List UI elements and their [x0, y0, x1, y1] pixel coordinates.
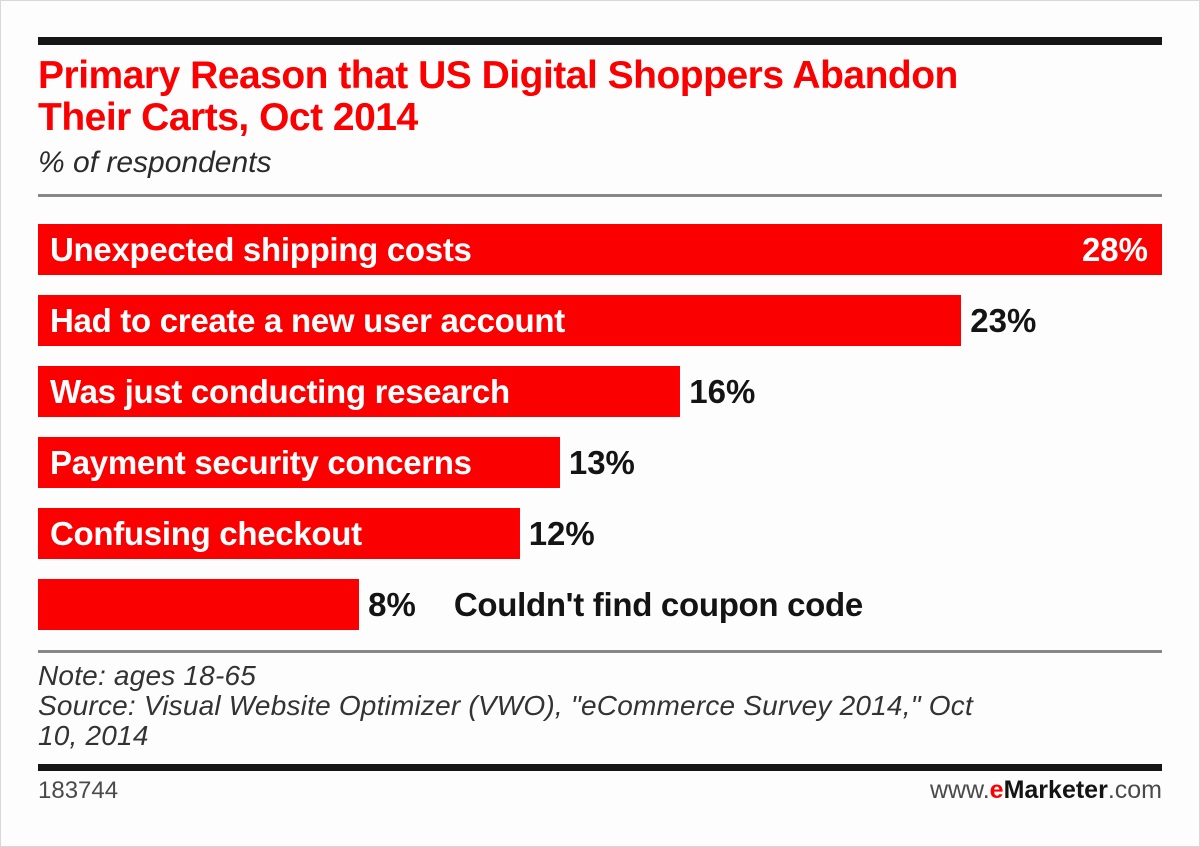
bar-row: Had to create a new user account 23%: [38, 295, 1162, 346]
bar-row: Confusing checkout 12%: [38, 508, 1162, 559]
emarketer-logo: www.eMarketer.com: [930, 776, 1162, 805]
footer-bar: 183744 www.eMarketer.com: [38, 776, 1162, 805]
chart-content: Primary Reason that US Digital Shoppers …: [1, 37, 1199, 805]
brand-marketer: Marketer: [1003, 776, 1108, 804]
bar-chart: Unexpected shipping costs 28% Had to creat…: [38, 224, 1162, 630]
bar-value: 8%: [368, 585, 416, 623]
bar: Confusing checkout: [38, 508, 520, 559]
bar: Had to create a new user account: [38, 295, 962, 346]
notes-divider: [38, 650, 1162, 653]
bar-value: 16%: [689, 372, 756, 410]
bar-value: 28%: [1081, 230, 1148, 268]
chart-id: 183744: [38, 777, 119, 804]
bar: [38, 579, 360, 630]
chart-subtitle: % of respondents: [38, 146, 272, 179]
chart-title-line-1: Primary Reason that US Digital Shoppers …: [38, 54, 958, 97]
bottom-rule: [38, 764, 1162, 771]
chart-title-line-2: Their Carts, Oct 2014: [38, 96, 418, 139]
source-line-1: Source: Visual Website Optimizer (VWO), …: [38, 690, 973, 721]
bar-value: 13%: [568, 443, 635, 481]
bar: Payment security concerns: [38, 437, 560, 488]
source-line-2: 10, 2014: [38, 720, 149, 751]
bar-value: 12%: [528, 514, 595, 552]
bar-row: 8% Couldn't find coupon code: [38, 579, 1162, 630]
bar: Was just conducting research: [38, 366, 681, 417]
note-line: Note: ages 18-65: [38, 660, 257, 691]
bar-value: 23%: [970, 301, 1037, 339]
bar-label: Confusing checkout: [50, 514, 362, 552]
chart-title: Primary Reason that US Digital Shoppers …: [38, 55, 1162, 139]
header-divider: [38, 194, 1162, 197]
bar-label: Was just conducting research: [50, 372, 510, 410]
website-prefix: www.: [929, 776, 990, 804]
notes-block: Note: ages 18-65 Source: Visual Website …: [38, 661, 1162, 751]
bar-label: Unexpected shipping costs: [50, 230, 472, 268]
bar-label: Had to create a new user account: [50, 301, 565, 339]
bar: Unexpected shipping costs 28%: [38, 224, 1162, 275]
bar-label: Payment security concerns: [50, 443, 472, 481]
bar-row: Unexpected shipping costs 28%: [38, 224, 1162, 275]
website-suffix: .com: [1107, 776, 1162, 804]
bar-row: Was just conducting research 16%: [38, 366, 1162, 417]
bar-label: Couldn't find coupon code: [453, 585, 863, 623]
brand-e: e: [989, 776, 1004, 804]
bar-row: Payment security concerns 13%: [38, 437, 1162, 488]
top-rule: [38, 37, 1162, 45]
